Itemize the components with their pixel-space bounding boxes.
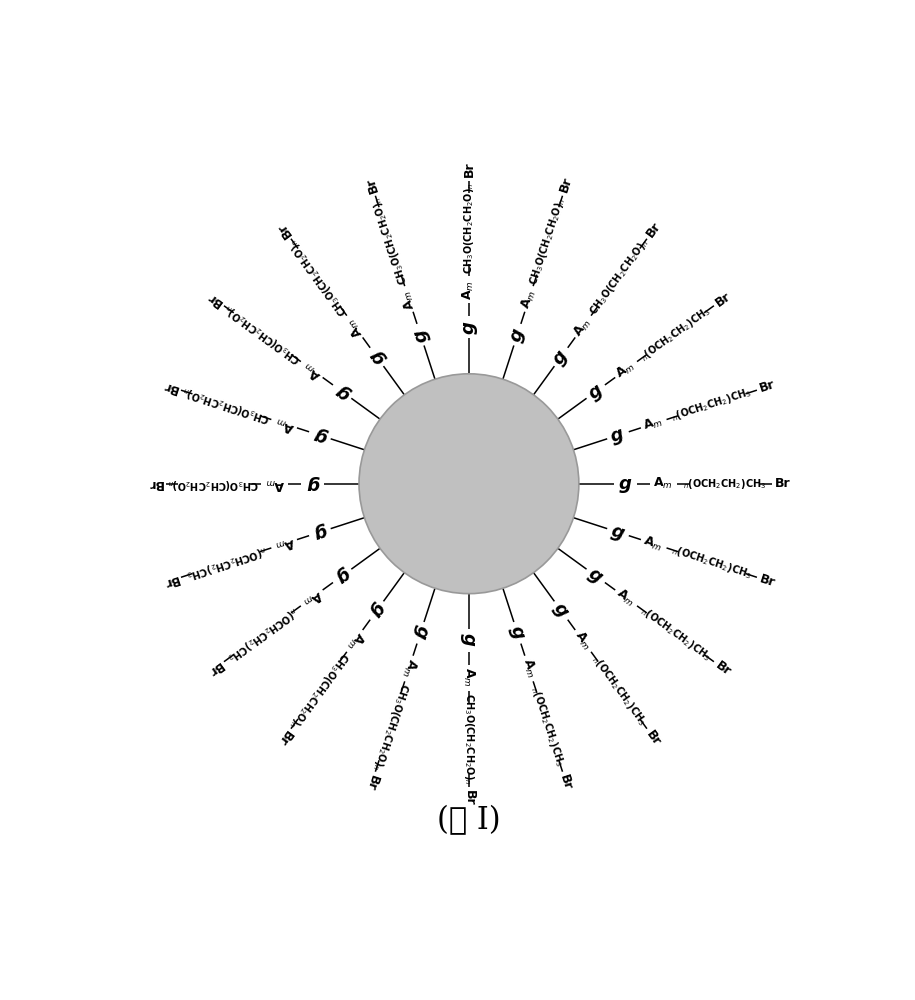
Text: A$_m$: A$_m$ xyxy=(571,315,595,340)
Text: Br: Br xyxy=(759,378,777,395)
Text: CH$_3$O(CH$_2$CH$_2$O)$_n$: CH$_3$O(CH$_2$CH$_2$O)$_n$ xyxy=(462,183,476,274)
Text: $_n$(OCH$_2$CH$_2$)CH$_3$: $_n$(OCH$_2$CH$_2$)CH$_3$ xyxy=(185,543,268,582)
Text: g: g xyxy=(410,623,431,641)
Text: $_n$(OCH$_2$CH$_2$)CH$_3$: $_n$(OCH$_2$CH$_2$)CH$_3$ xyxy=(638,304,714,364)
Text: Br: Br xyxy=(363,773,381,792)
Text: A$_m$: A$_m$ xyxy=(519,656,539,680)
Text: g: g xyxy=(507,326,528,344)
Text: CH$_3$O(CH$_2$CH$_2$O)$_n$: CH$_3$O(CH$_2$CH$_2$O)$_n$ xyxy=(286,236,351,318)
Text: g: g xyxy=(585,381,606,403)
Text: $_n$(OCH$_2$CH$_2$)CH$_3$: $_n$(OCH$_2$CH$_2$)CH$_3$ xyxy=(589,652,649,728)
Text: Br: Br xyxy=(713,659,733,678)
Text: CH$_3$O(CH$_2$CH$_2$O)$_n$: CH$_3$O(CH$_2$CH$_2$O)$_n$ xyxy=(286,649,351,731)
Text: A$_m$: A$_m$ xyxy=(265,476,285,491)
Text: A$_m$: A$_m$ xyxy=(273,533,296,554)
Text: g: g xyxy=(608,521,626,542)
Text: Br: Br xyxy=(557,176,575,194)
Text: $_n$(OCH$_2$CH$_2$)CH$_3$: $_n$(OCH$_2$CH$_2$)CH$_3$ xyxy=(670,385,753,424)
Text: Br: Br xyxy=(557,773,575,792)
Text: Br: Br xyxy=(161,378,179,395)
Text: CH$_3$O(CH$_2$CH$_2$O)$_n$: CH$_3$O(CH$_2$CH$_2$O)$_n$ xyxy=(370,195,411,287)
Text: (式 I): (式 I) xyxy=(437,805,501,836)
Text: g: g xyxy=(366,347,388,368)
Text: $_n$(OCH$_2$CH$_2$)CH$_3$: $_n$(OCH$_2$CH$_2$)CH$_3$ xyxy=(670,543,753,582)
Text: g: g xyxy=(550,599,572,620)
Text: CH$_3$O(CH$_2$CH$_2$O)$_n$: CH$_3$O(CH$_2$CH$_2$O)$_n$ xyxy=(167,477,260,491)
Text: Br: Br xyxy=(205,659,225,678)
Text: g: g xyxy=(608,425,626,446)
Text: A$_m$: A$_m$ xyxy=(273,414,296,434)
Text: Br: Br xyxy=(274,728,294,748)
Text: A$_m$: A$_m$ xyxy=(300,358,325,382)
Text: A$_m$: A$_m$ xyxy=(300,586,325,609)
Text: g: g xyxy=(460,321,478,334)
Text: g: g xyxy=(366,599,388,620)
Text: Br: Br xyxy=(775,477,791,490)
Text: A$_m$: A$_m$ xyxy=(519,288,539,311)
Text: A$_m$: A$_m$ xyxy=(399,656,419,680)
Text: Br: Br xyxy=(462,162,476,177)
Text: g: g xyxy=(585,564,606,586)
Text: A$_m$: A$_m$ xyxy=(613,586,638,609)
Text: g: g xyxy=(307,475,319,493)
Text: Br: Br xyxy=(713,289,733,309)
Text: A$_m$: A$_m$ xyxy=(343,628,367,653)
Text: CH$_3$O(CH$_2$CH$_2$O)$_n$: CH$_3$O(CH$_2$CH$_2$O)$_n$ xyxy=(180,384,272,426)
Text: CH$_3$O(CH$_2$CH$_2$O)$_n$: CH$_3$O(CH$_2$CH$_2$O)$_n$ xyxy=(370,681,411,772)
Text: Br: Br xyxy=(759,572,777,589)
Text: CH$_3$O(CH$_2$CH$_2$O)$_n$: CH$_3$O(CH$_2$CH$_2$O)$_n$ xyxy=(587,236,651,318)
Text: Br: Br xyxy=(644,728,663,748)
Text: $_n$(OCH$_2$CH$_2$)CH$_3$: $_n$(OCH$_2$CH$_2$)CH$_3$ xyxy=(683,477,766,491)
Text: A$_m$: A$_m$ xyxy=(343,315,367,340)
Text: A$_m$: A$_m$ xyxy=(461,280,477,300)
Text: A$_m$: A$_m$ xyxy=(613,358,638,382)
Text: A$_m$: A$_m$ xyxy=(641,414,665,434)
Text: g: g xyxy=(550,347,572,368)
Text: CH$_3$O(CH$_2$CH$_2$O)$_n$: CH$_3$O(CH$_2$CH$_2$O)$_n$ xyxy=(527,195,568,287)
Text: A$_m$: A$_m$ xyxy=(641,533,665,554)
Text: A$_m$: A$_m$ xyxy=(399,288,419,311)
Text: g: g xyxy=(332,564,353,586)
Text: Br: Br xyxy=(363,176,381,194)
Text: g: g xyxy=(619,475,631,493)
Text: Br: Br xyxy=(644,219,663,240)
Text: g: g xyxy=(460,633,478,646)
Text: $_n$(OCH$_2$CH$_2$)CH$_3$: $_n$(OCH$_2$CH$_2$)CH$_3$ xyxy=(528,685,567,768)
Text: A$_m$: A$_m$ xyxy=(571,628,595,653)
Text: CH$_3$O(CH$_2$CH$_2$O)$_n$: CH$_3$O(CH$_2$CH$_2$O)$_n$ xyxy=(462,693,476,785)
Text: $_n$(OCH$_2$CH$_2$)CH$_3$: $_n$(OCH$_2$CH$_2$)CH$_3$ xyxy=(638,604,714,664)
Text: Br: Br xyxy=(462,790,476,806)
Text: CH$_3$O(CH$_2$CH$_2$O)$_n$: CH$_3$O(CH$_2$CH$_2$O)$_n$ xyxy=(221,301,304,366)
Text: g: g xyxy=(507,623,528,641)
Text: g: g xyxy=(312,521,329,542)
Text: $_n$(OCH$_2$CH$_2$)CH$_3$: $_n$(OCH$_2$CH$_2$)CH$_3$ xyxy=(224,604,300,664)
Text: g: g xyxy=(410,326,431,344)
Text: g: g xyxy=(312,425,329,446)
Text: Br: Br xyxy=(205,289,225,309)
Text: A$_m$: A$_m$ xyxy=(461,667,477,687)
Text: A$_m$: A$_m$ xyxy=(652,476,673,491)
Text: Br: Br xyxy=(147,477,163,490)
Text: g: g xyxy=(332,381,353,403)
Text: Br: Br xyxy=(274,219,294,240)
Text: Br: Br xyxy=(161,572,179,589)
Circle shape xyxy=(359,374,579,594)
